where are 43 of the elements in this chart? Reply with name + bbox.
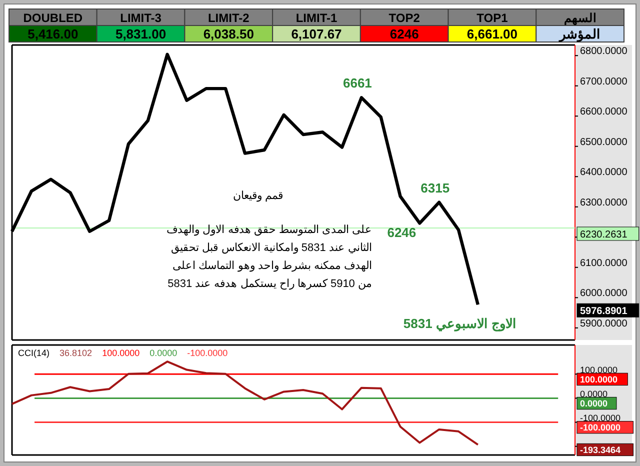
y-tick-label: 6800.0000 [580,46,628,58]
text: 6246 [390,26,419,42]
y-tick-label: 6400.0000 [580,167,628,178]
annotation: من 5910 كسرها راح يستكمل هدفه عند 5831 [168,278,372,290]
ref-line-label: -100.0000 [187,348,228,358]
data-label: 6246 [387,225,416,240]
y-tick-label: 100.0000 [580,374,618,384]
text: LIMIT-1 [296,10,338,25]
chart-title: CCI(14) [18,348,50,358]
annotation: الهدف ممكنه بشرط واحد وهو التماسك اعلى [172,260,372,272]
text: -193.3464 [580,444,621,455]
y-tick-label: 6500.0000 [580,136,628,148]
data-label: 6315 [420,180,450,196]
y-tick-label: 6100.0000 [580,258,628,269]
data-label: 6661 [342,76,372,91]
text: 5,416.00 [28,26,78,42]
text: 6,661.00 [466,26,518,42]
ref-line-label: 100.0000 [102,348,140,358]
text: TOP2 [388,10,420,25]
text: DOUBLED [23,10,83,25]
text: السهم [564,10,596,25]
y-tick-label: 6300.0000 [580,197,628,208]
text: LIMIT-2 [208,10,250,25]
y-tick-label: -100.0000 [580,422,621,433]
y-tick-label: 0.0000 [580,398,608,409]
annotation: الثاني عند 5831 وامكانية الانعكاس قبل تحقيق [171,242,372,254]
annotation: 5831 الاوج الاسبوعي [403,316,517,332]
y-tick-label: 6600.0000 [580,106,628,118]
text: TOP1 [476,10,508,25]
annotation: 36.8102 [60,348,92,358]
annotation: قمم وقيعان [232,190,284,202]
text: LIMIT-3 [120,10,162,25]
text: المؤشر [560,26,601,42]
y-tick-label: 6000.0000 [580,288,628,300]
ref-line-label: 6230.2631 [580,229,628,240]
ref-line-label: 0.0000 [150,348,178,358]
text: 6,038.50 [203,26,254,42]
text: 6,107.67 [291,26,342,42]
y-tick-label: 5900.0000 [580,318,628,330]
text: 5976.8901 [580,306,628,317]
y-tick-label: 6700.0000 [580,76,628,88]
annotation: على المدى المتوسط حقق هدفه الاول والهدف [166,224,372,236]
text: 5,831.00 [115,26,166,42]
